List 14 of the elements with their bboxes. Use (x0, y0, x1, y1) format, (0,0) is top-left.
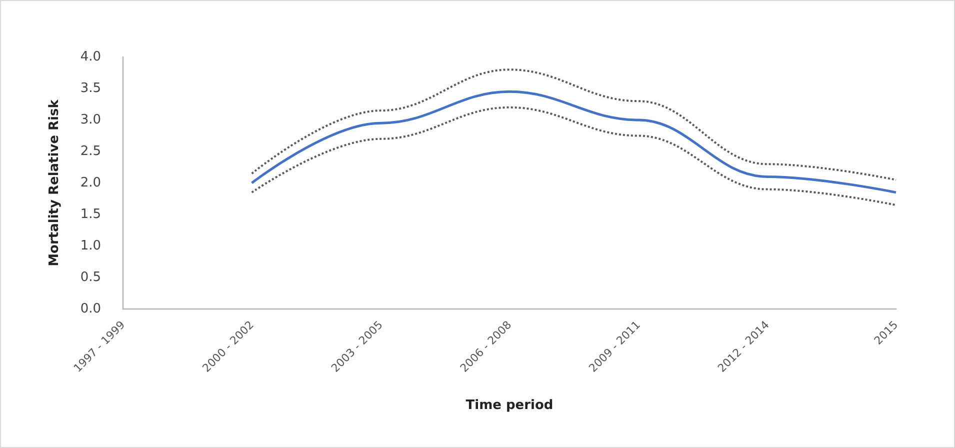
y-tick-label: 0.5 (80, 270, 101, 285)
y-tick-label: 0.0 (80, 302, 101, 316)
y-tick-label: 3.5 (80, 81, 101, 96)
y-tick-label: 1.5 (80, 207, 101, 222)
line-series (250, 90, 898, 194)
line-series (250, 68, 897, 181)
x-axis-title: Time period (466, 398, 554, 413)
y-tick-label: 2.0 (80, 176, 101, 190)
line-series (250, 106, 897, 206)
y-axis-title: Mortality Relative Risk (47, 99, 62, 266)
y-tick-label: 2.5 (80, 144, 101, 159)
y-tick-label: 3.0 (80, 112, 101, 128)
y-tick-label: 4.0 (80, 50, 101, 64)
y-tick-label: 1.0 (80, 238, 101, 254)
